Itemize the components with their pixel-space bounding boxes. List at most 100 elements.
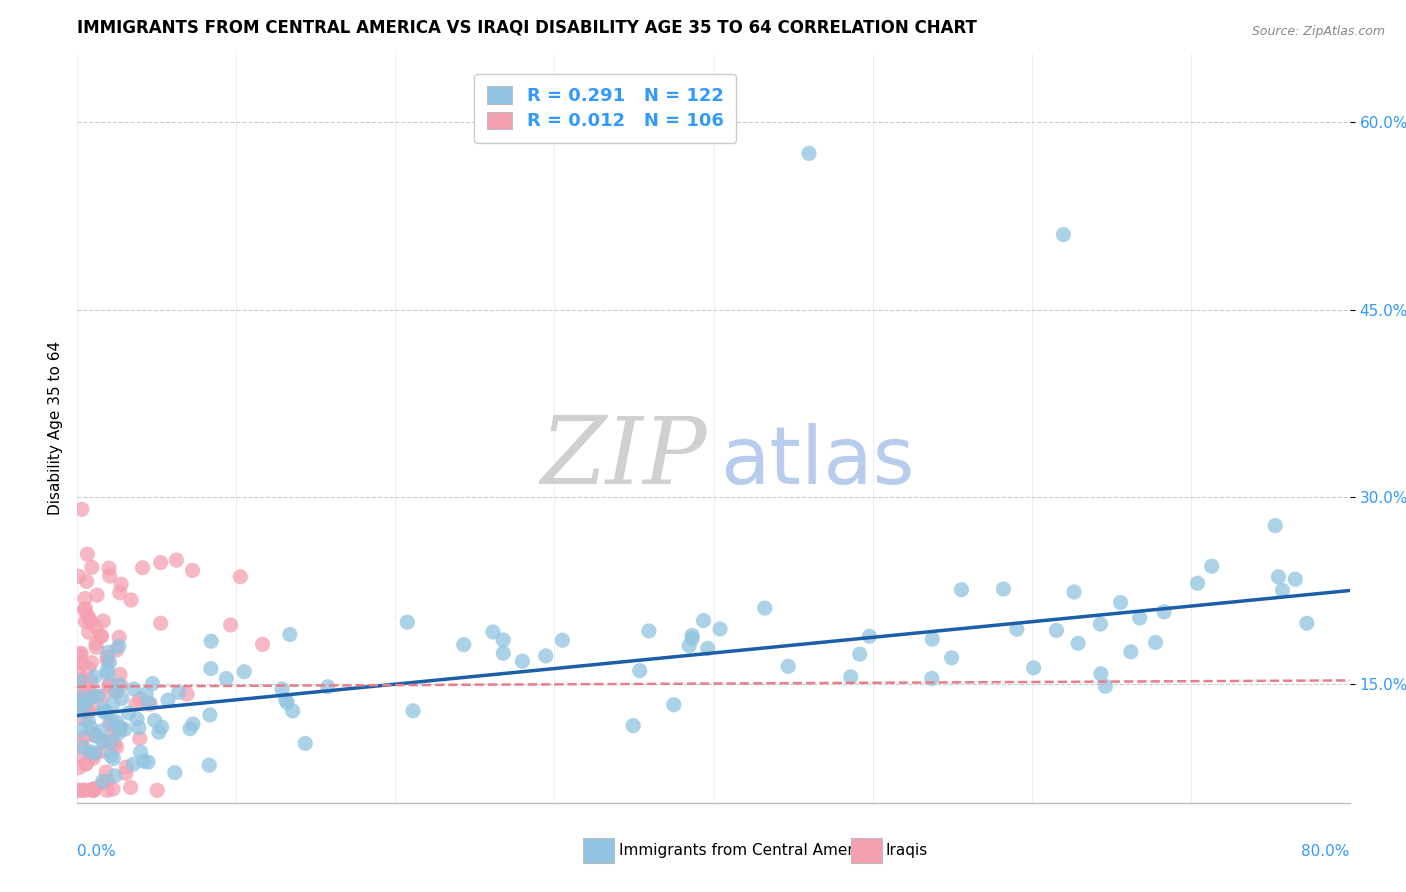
Point (778, 659, 800, 673)
Point (98, 678, 121, 692)
Point (90, 629, 112, 643)
Point (77, 609, 100, 624)
Point (105, 684, 128, 698)
Text: 0.0%: 0.0% (77, 844, 117, 859)
Point (678, 639, 700, 653)
Point (76, 705, 98, 719)
Y-axis label: Disability Age 35 to 64: Disability Age 35 to 64 (48, 341, 63, 516)
Point (125, 697, 148, 711)
Point (453, 638, 475, 652)
Point (100, 734, 122, 748)
Point (110, 678, 132, 692)
Point (136, 755, 159, 769)
Point (104, 723, 127, 738)
Point (83, 783, 105, 797)
Point (96, 774, 118, 789)
Point (215, 672, 238, 686)
Point (91, 614, 114, 628)
Point (97, 667, 120, 681)
Point (129, 691, 152, 706)
Point (107, 726, 129, 740)
Point (198, 758, 221, 772)
Point (941, 650, 963, 665)
Point (80, 560, 103, 574)
Point (100, 748, 122, 763)
Point (67, 783, 90, 797)
Point (149, 616, 172, 631)
Point (167, 685, 190, 699)
Point (120, 593, 142, 607)
Point (90, 724, 112, 739)
Point (84, 729, 107, 743)
Point (108, 630, 131, 644)
Point (69, 690, 91, 705)
Point (82, 782, 104, 797)
Point (534, 648, 557, 663)
Point (1201, 559, 1223, 574)
Point (692, 614, 714, 628)
Point (73, 712, 96, 726)
Point (142, 676, 165, 690)
Point (181, 717, 204, 731)
Point (276, 696, 298, 710)
Point (67, 655, 90, 669)
Point (120, 780, 142, 795)
Point (858, 629, 880, 643)
Point (93, 734, 115, 748)
Point (143, 714, 166, 728)
Point (101, 782, 124, 797)
Point (93, 705, 115, 719)
Point (108, 667, 131, 681)
Point (110, 720, 132, 734)
Point (117, 706, 139, 720)
Point (98, 656, 121, 670)
Point (150, 720, 173, 734)
Point (82, 751, 104, 765)
Point (83, 728, 105, 742)
Point (848, 647, 870, 661)
Point (105, 714, 128, 729)
Point (110, 577, 132, 591)
Point (512, 654, 534, 668)
Point (1264, 518, 1286, 533)
Point (79, 673, 101, 688)
Point (83, 701, 105, 715)
Point (1153, 605, 1175, 619)
Point (83, 670, 105, 684)
Point (70, 646, 93, 660)
Point (100, 714, 122, 729)
Point (76, 574, 98, 589)
Point (93, 776, 115, 790)
Legend: R = 0.291   N = 122, R = 0.012   N = 106: R = 0.291 N = 122, R = 0.012 N = 106 (474, 74, 737, 143)
Point (69, 648, 91, 662)
Point (1094, 679, 1116, 693)
Point (104, 737, 127, 751)
Point (156, 693, 179, 707)
Point (72, 657, 94, 671)
Point (73, 591, 96, 606)
Point (166, 553, 188, 567)
Point (77, 661, 100, 675)
Point (281, 704, 304, 718)
Point (70, 690, 93, 705)
Point (96, 649, 118, 664)
Point (82, 688, 104, 702)
Point (73, 684, 96, 698)
Text: Iraqis: Iraqis (886, 843, 928, 857)
Point (176, 687, 198, 701)
Point (101, 698, 124, 712)
Point (94, 764, 117, 779)
Point (82, 783, 104, 797)
Point (105, 740, 128, 755)
Point (73, 783, 96, 797)
Point (200, 634, 222, 648)
Point (149, 556, 172, 570)
Point (84, 728, 107, 742)
Point (73, 695, 96, 709)
Point (1267, 570, 1289, 584)
Point (1284, 572, 1306, 586)
Point (79, 687, 101, 701)
Point (91, 744, 114, 758)
Text: Immigrants from Central America: Immigrants from Central America (619, 843, 876, 857)
Point (83, 781, 105, 796)
